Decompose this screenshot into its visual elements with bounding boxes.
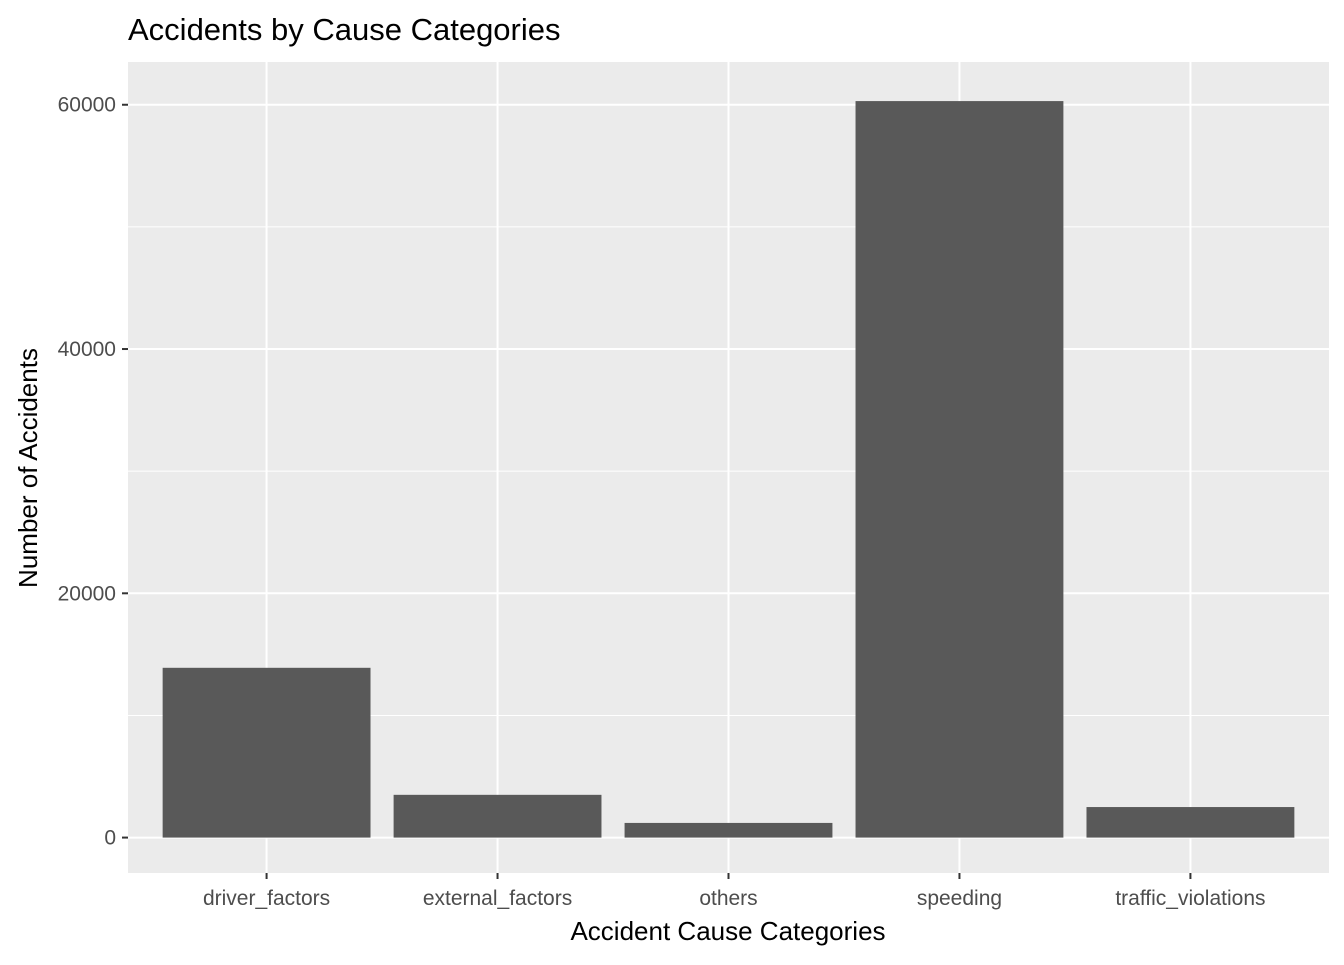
y-tick-label: 0 — [104, 827, 116, 850]
bar-driver_factors — [162, 667, 371, 838]
y-tick-label: 60000 — [58, 94, 116, 117]
bars — [162, 101, 1295, 838]
bar-traffic_violations — [1086, 807, 1295, 838]
y-tick-label: 40000 — [58, 338, 116, 361]
bar-speeding — [855, 101, 1064, 838]
x-axis: driver_factors external_factors others spee… — [203, 873, 1266, 910]
x-axis-title: Accident Cause Categories — [570, 916, 885, 946]
y-axis-title: Number of Accidents — [13, 348, 43, 588]
x-tick-label: driver_factors — [203, 887, 330, 910]
x-tick-label: external_factors — [423, 887, 572, 910]
y-tick-label: 20000 — [58, 582, 116, 605]
bar-external_factors — [393, 794, 602, 838]
x-tick-label: speeding — [917, 887, 1002, 910]
x-tick-label: traffic_violations — [1115, 887, 1265, 910]
bar-others — [624, 822, 833, 838]
chart-title: Accidents by Cause Categories — [128, 12, 561, 47]
x-tick-label: others — [699, 887, 757, 910]
y-axis: 0 20000 40000 60000 — [58, 94, 128, 850]
